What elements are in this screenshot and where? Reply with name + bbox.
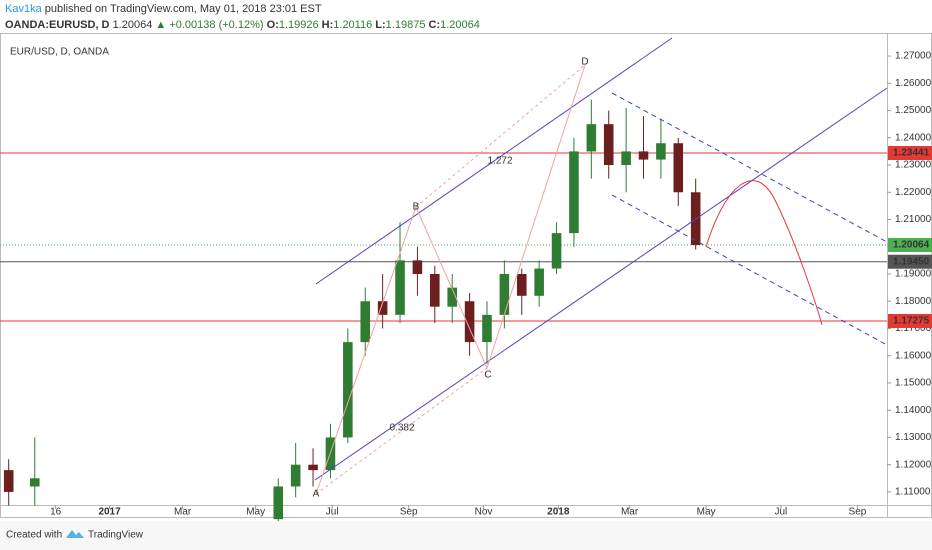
last: 1.20064 [113, 19, 153, 31]
candle-body [30, 478, 40, 487]
x-tick-label: 16 [50, 507, 62, 518]
y-tick-label: 1.16000 [895, 350, 932, 361]
y-tick-label: 1.19000 [895, 269, 932, 280]
y-tick-label: 1.11000 [895, 487, 931, 498]
price-level-label: 1.17275 [893, 316, 930, 327]
drawings [314, 37, 888, 495]
quote-line: OANDA:EURUSD, D 1.20064 ▲ +0.00138 (+0.1… [5, 19, 480, 31]
candle-body [673, 143, 684, 193]
price-level-tag [888, 238, 932, 253]
change: ▲ +0.00138 (+0.12%) [155, 19, 263, 31]
author: Kav1ka [5, 3, 43, 15]
close: 1.20064 [440, 19, 480, 31]
y-tick-label: 1.27000 [895, 51, 932, 62]
candle-body [412, 260, 423, 274]
y-tick-label: 1.15000 [895, 378, 932, 389]
candle-body [273, 486, 284, 520]
x-tick-label: Mar [621, 507, 639, 518]
x-tick-label: Nov [475, 507, 493, 518]
open-label: O: [267, 19, 279, 31]
chart-title: EUR/USD, D, OANDA [10, 47, 109, 58]
low-label: L: [375, 19, 385, 31]
candle-body [638, 151, 649, 160]
candle-body [586, 124, 597, 152]
plot: 1.27000 1.26000 1.25000 1.24000 1.23000 1.220… [0, 51, 932, 525]
channel-lower [314, 87, 888, 481]
candle-body [482, 314, 492, 343]
candle-body [551, 233, 562, 269]
candle-body [621, 151, 631, 166]
candle-body [603, 124, 614, 166]
y-tick-label: 1.14000 [895, 405, 932, 416]
x-tick-label: Mar [174, 507, 192, 518]
candle-body [3, 470, 14, 492]
y-tick-label: 1.26000 [895, 78, 932, 89]
x-tick-label: 2017 [98, 507, 121, 518]
y-tick-label: 1.12000 [895, 459, 932, 470]
price-level-label: 1.23441 [893, 148, 930, 159]
candle-body [290, 464, 301, 487]
x-tick-label: Jul [326, 507, 339, 518]
low: 1.19875 [386, 19, 426, 31]
y-tick-label: 1.17000 [895, 323, 932, 334]
header-line: Kav1ka published on TradingView.com, May… [5, 3, 322, 15]
y-tick-label: 1.24000 [895, 132, 932, 143]
x-tick-label: May [697, 507, 716, 518]
y-tick-label: 1.23000 [895, 160, 932, 171]
price-level-tag [888, 254, 932, 269]
candle-body [430, 273, 440, 307]
y-tick-label: 1.18000 [895, 296, 932, 307]
pattern-label: A [313, 489, 320, 500]
candle-body [499, 273, 510, 315]
candle-body [569, 151, 579, 234]
candle-body [447, 287, 457, 307]
footer [0, 521, 932, 550]
published: published on TradingView.com, May 01, 20… [45, 3, 322, 15]
footer-brand[interactable]: TradingView [88, 530, 144, 541]
pattern-label: D [581, 57, 588, 68]
open: 1.19926 [279, 19, 319, 31]
price-level-tag [888, 313, 932, 328]
y-tick-label: 1.13000 [895, 432, 932, 443]
candle-body [464, 301, 475, 343]
dashed-upper [611, 92, 888, 243]
high: 1.20116 [333, 19, 372, 31]
candle-body [516, 273, 527, 296]
candle-body [308, 464, 318, 471]
x-tick-label: May [246, 507, 265, 518]
pattern-label: 0.382 [389, 423, 414, 434]
candle-body [360, 301, 371, 343]
pattern-label: B [413, 202, 420, 213]
pattern-label: C [484, 370, 491, 381]
candle-body [343, 342, 353, 438]
symbol: OANDA:EURUSD, D [5, 19, 110, 31]
close-label: C: [429, 19, 441, 31]
candle-body [377, 301, 388, 315]
candle-body [534, 268, 544, 296]
forecast-curve [705, 180, 823, 326]
channel-upper [315, 37, 673, 285]
price-level-label: 1.20064 [893, 240, 930, 251]
candle-body [656, 143, 666, 160]
pattern-labels: A B C D 1.272 0.382 [313, 57, 589, 500]
x-tick-label: 2018 [547, 507, 570, 518]
y-tick-label: 1.21000 [895, 214, 932, 225]
abcd-connector [415, 64, 586, 208]
logo [66, 530, 84, 538]
abcd-pattern [315, 64, 586, 495]
price-level-tag [888, 146, 932, 161]
candle-body [395, 260, 405, 315]
y-tick-label: 1.25000 [895, 105, 932, 116]
dashed-lower [611, 194, 888, 346]
y-tick-label: 1.22000 [895, 187, 932, 198]
high-label: H: [322, 19, 334, 31]
x-tick-label: Jul [775, 507, 788, 518]
x-tick-label: Sep [400, 507, 418, 518]
price-level-label: 1.19450 [893, 256, 930, 267]
footer-created: Created with [6, 530, 62, 541]
x-tick-label: Sep [849, 507, 867, 518]
pattern-label: 1.272 [487, 156, 512, 167]
